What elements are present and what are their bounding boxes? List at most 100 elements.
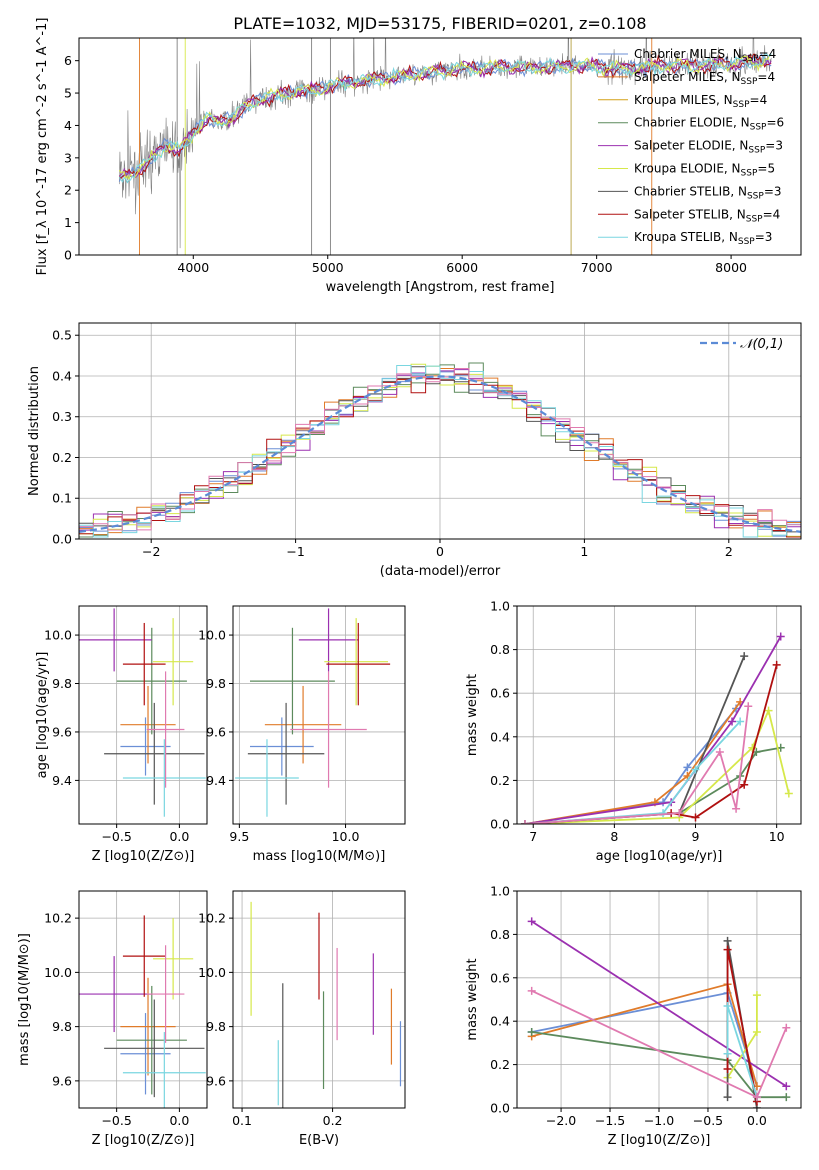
legend-entry: Kroupa STELIB, NSSP=3: [634, 230, 772, 247]
legend-subscript: SSP: [738, 237, 755, 247]
x-axis-label: mass [log10(M/M⊙)]: [253, 849, 386, 864]
x-tick-label: 9.5: [229, 829, 249, 844]
y-tick-label: 0.1: [52, 491, 72, 506]
x-tick-label: 7: [529, 829, 537, 844]
y-tick-label: 0.4: [52, 368, 72, 383]
mass-weight-line: [525, 655, 746, 824]
mass-weight-marker: [782, 1093, 791, 1102]
x-tick-label: 8: [610, 829, 618, 844]
panel-age-vs-Z: −0.5 0.0 9.4 9.6 9.8 10.0 Z [log10(Z/Z⊙)] age […: [35, 605, 208, 864]
x-tick-label: 6000: [446, 260, 478, 275]
mass-weight-marker: [776, 632, 785, 641]
residual-histogram: [79, 362, 801, 538]
legend-subscript: SSP: [750, 123, 767, 133]
y-tick-label: 9.8: [52, 676, 72, 691]
mass-weight-marker: [715, 748, 724, 757]
mass-weight-line: [531, 983, 758, 1087]
legend-entry: Kroupa MILES, NSSP=4: [634, 93, 767, 110]
mass-weight-marker: [752, 991, 761, 1000]
axes-frame: [78, 37, 802, 256]
legend-value: =4: [763, 207, 781, 221]
plot-area-mass-vs-EBV: [233, 891, 405, 1108]
x-tick-label: −0.5: [101, 829, 131, 844]
mass-weight-line: [531, 1031, 787, 1099]
legend-subscript: SSP: [733, 100, 750, 110]
x-tick-label: 0.0: [747, 1113, 767, 1128]
mass-weight-marker: [723, 1049, 732, 1058]
axes-frame: [516, 605, 802, 825]
legend-subscript: SSP: [748, 146, 765, 156]
mass-weight-marker: [691, 765, 700, 774]
x-tick-label: 10.0: [332, 829, 360, 844]
x-axis-label: E(B-V): [299, 1133, 339, 1148]
x-tick-label: 8000: [715, 260, 747, 275]
panel-massweight-vs-Z: −2.0 −1.5 −1.0 −0.5 0.0 0.0 0.2 0.4 0.6 0.8 1.0 Z […: [465, 884, 802, 1148]
legend-subscript: SSP: [747, 191, 764, 201]
panel-spectrum: 4000 5000 6000 7000 8000 0 1 2 3 4 5 6 wavelength [A…: [35, 18, 802, 295]
x-tick-label: 10: [769, 829, 785, 844]
y-tick-label: 0.2: [490, 773, 510, 788]
mass-weight-marker: [732, 804, 741, 813]
plot-area-age-vs-Z: [79, 606, 207, 824]
model-spectrum-line: [118, 53, 772, 180]
mass-weight-marker: [764, 706, 773, 715]
y-tick-label: 9.8: [52, 1019, 72, 1034]
mass-weight-marker: [723, 1093, 732, 1102]
legend-value: =3: [764, 184, 782, 198]
y-tick-label: 1.0: [490, 884, 510, 899]
legend-value: =3: [755, 230, 773, 244]
plot-area-massweight-vs-age: [517, 606, 801, 824]
x-tick-label: 0.0: [169, 1113, 189, 1128]
y-axis-label: mass weight: [465, 674, 480, 756]
y-tick-label: 9.4: [52, 773, 72, 788]
y-tick-label: 6: [64, 53, 72, 68]
mass-weight-line: [524, 636, 782, 824]
axes-frame: [232, 890, 406, 1109]
mass-weight-marker: [784, 789, 793, 798]
x-axis-label: age [log10(age/yr)]: [596, 849, 723, 864]
plot-area-mass-vs-Z: [79, 891, 207, 1108]
x-axis-label: wavelength [Angstrom, rest frame]: [326, 280, 555, 295]
y-tick-label: 0.0: [490, 817, 510, 832]
x-tick-label: −1: [286, 544, 304, 559]
mass-weight-marker: [723, 1002, 732, 1011]
y-tick-label: 0.5: [52, 328, 72, 343]
mass-weight-marker: [683, 763, 692, 772]
mass-weight-marker: [752, 1028, 761, 1037]
mass-weight-marker: [723, 936, 732, 945]
legend-subscript: SSP: [742, 54, 759, 64]
y-tick-label: 0.3: [52, 409, 72, 424]
y-axis-label: Normed distribution: [27, 366, 42, 496]
mass-weight-marker: [527, 917, 536, 926]
mass-weight-marker: [659, 809, 668, 818]
panel-massweight-vs-age: 7 8 9 10 0.0 0.2 0.4 0.6 0.8 1.0 age [log10(age/yr…: [465, 599, 802, 864]
x-tick-label: 0.0: [169, 829, 189, 844]
y-tick-label: 0.4: [490, 729, 510, 744]
y-tick-label: 10.0: [44, 965, 72, 980]
y-tick-label: 5: [64, 86, 72, 101]
legend-entry: Chabrier ELODIE, NSSP=6: [634, 116, 784, 133]
x-tick-label: 0: [436, 544, 444, 559]
legend-value: =3: [765, 139, 783, 153]
y-tick-label: 9.8: [206, 1019, 226, 1034]
mass-weight-marker: [728, 717, 737, 726]
legend-value: =4: [750, 93, 768, 107]
x-tick-label: 0.2: [323, 1113, 343, 1128]
residual-histogram: [79, 368, 801, 531]
y-tick-label: 0.8: [490, 642, 510, 657]
y-tick-label: 0.2: [52, 450, 72, 465]
y-tick-label: 9.8: [206, 676, 226, 691]
mass-weight-marker: [527, 986, 536, 995]
y-tick-label: 9.6: [52, 724, 72, 739]
y-tick-label: 0.8: [490, 927, 510, 942]
x-tick-label: −2: [142, 544, 160, 559]
x-tick-label: 7000: [581, 260, 613, 275]
x-tick-label: 4000: [177, 260, 209, 275]
x-tick-label: −0.5: [101, 1113, 131, 1128]
x-tick-label: 9: [692, 829, 700, 844]
y-tick-label: 0.6: [490, 686, 510, 701]
panel-mass-vs-Z: −0.5 0.0 9.6 9.8 10.0 10.2 Z [log10(Z/Z⊙)] mass…: [17, 890, 208, 1148]
y-tick-label: 9.6: [206, 1073, 226, 1088]
y-tick-label: 0.0: [52, 532, 72, 547]
x-tick-label: −0.5: [693, 1113, 723, 1128]
